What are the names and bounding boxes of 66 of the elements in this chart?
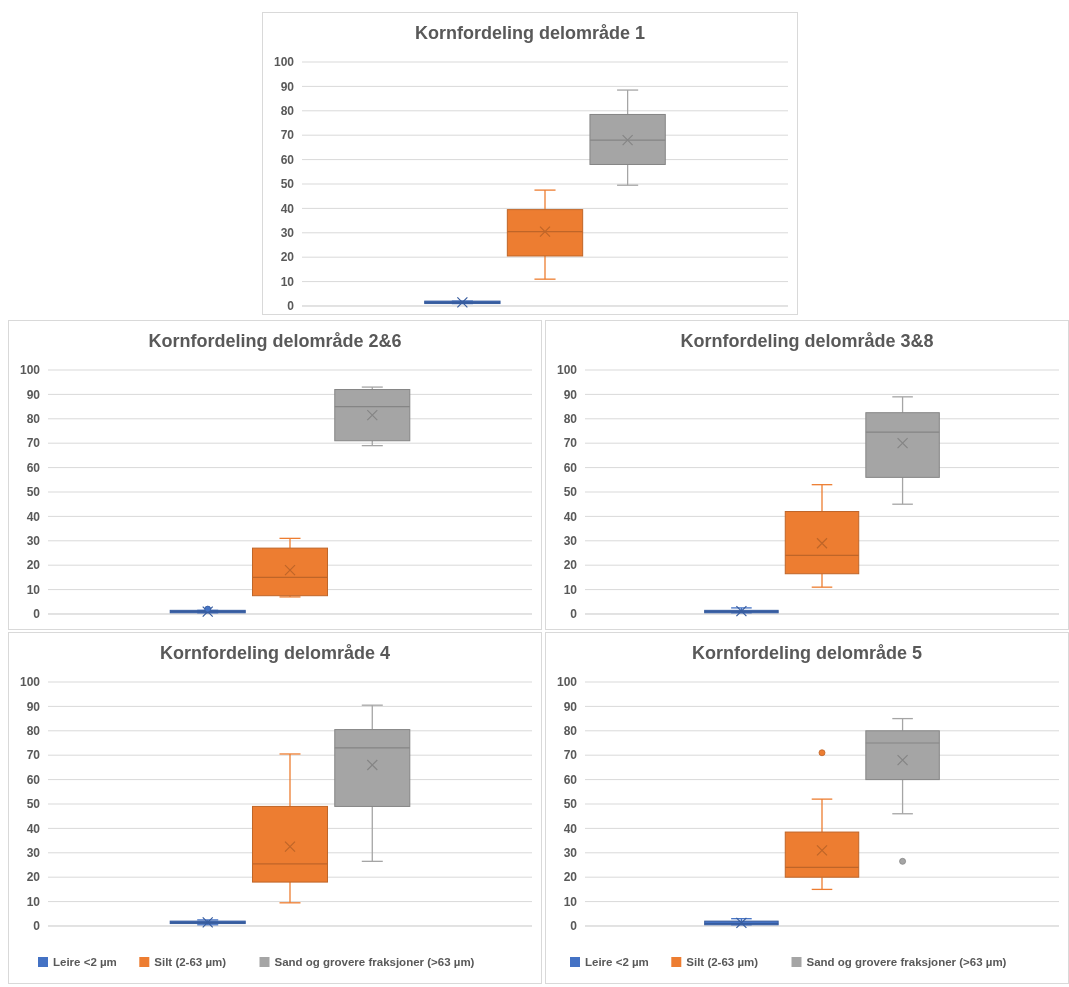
y-tick-label: 40 <box>26 821 41 836</box>
y-tick-label: 40 <box>563 821 578 836</box>
y-tick-label: 0 <box>570 607 578 622</box>
y-tick-label: 50 <box>563 485 578 500</box>
y-tick-label: 60 <box>26 460 41 475</box>
y-tick-label: 40 <box>26 509 41 524</box>
y-tick-label: 80 <box>563 412 578 426</box>
y-tick-label: 10 <box>563 582 578 597</box>
y-tick-label: 10 <box>26 582 41 597</box>
y-tick-label: 70 <box>26 748 41 763</box>
legend-label: Silt (2-63 µm) <box>686 956 759 969</box>
y-tick-label: 70 <box>563 748 578 763</box>
legend-label: Sand og grovere fraksjoner (>63 µm) <box>806 956 1007 969</box>
y-tick-label: 50 <box>26 485 41 500</box>
chart-title: Kornfordeling delområde 5 <box>691 643 923 663</box>
y-tick-label: 90 <box>26 699 41 714</box>
y-tick-label: 90 <box>563 387 578 402</box>
y-tick-label: 100 <box>556 675 578 690</box>
y-tick-label: 70 <box>26 436 41 451</box>
y-tick-label: 70 <box>280 128 295 143</box>
y-tick-label: 20 <box>563 558 578 573</box>
y-tick-label: 20 <box>280 250 295 265</box>
chart-title: Kornfordeling delområde 1 <box>414 23 646 43</box>
y-tick-label: 100 <box>556 363 578 378</box>
y-tick-label: 80 <box>563 724 578 738</box>
y-tick-label: 100 <box>19 675 41 690</box>
legend-label: Leire <2 µm <box>585 956 649 969</box>
y-tick-label: 80 <box>26 412 41 426</box>
chart-title: Kornfordeling delområde 2&6 <box>148 331 402 351</box>
chart-title: Kornfordeling delområde 4 <box>159 643 391 663</box>
y-tick-label: 40 <box>563 509 578 524</box>
y-tick-label: 30 <box>280 226 295 240</box>
legend-label: Sand og grovere fraksjoner (>63 µm) <box>274 956 475 969</box>
y-tick-label: 60 <box>563 460 578 475</box>
y-tick-label: 90 <box>26 387 41 402</box>
y-tick-label: 20 <box>26 558 41 573</box>
y-tick-label: 10 <box>563 894 578 909</box>
y-tick-label: 0 <box>570 919 578 934</box>
y-tick-label: 90 <box>563 699 578 714</box>
legend-label: Silt (2-63 µm) <box>154 956 227 969</box>
y-tick-label: 0 <box>287 299 295 314</box>
y-tick-label: 100 <box>19 363 41 378</box>
y-tick-label: 10 <box>26 894 41 909</box>
y-tick-label: 100 <box>273 55 295 70</box>
y-tick-label: 70 <box>563 436 578 451</box>
y-tick-label: 20 <box>26 870 41 885</box>
y-tick-label: 80 <box>26 724 41 738</box>
y-tick-label: 80 <box>280 104 295 118</box>
y-tick-label: 20 <box>563 870 578 885</box>
y-tick-label: 60 <box>26 772 41 787</box>
y-tick-label: 0 <box>33 919 41 934</box>
y-tick-label: 60 <box>563 772 578 787</box>
y-tick-label: 60 <box>280 152 295 167</box>
y-tick-label: 90 <box>280 79 295 94</box>
y-tick-label: 50 <box>563 797 578 812</box>
y-tick-label: 0 <box>33 607 41 622</box>
y-tick-label: 10 <box>280 274 295 289</box>
chart-title: Kornfordeling delområde 3&8 <box>680 331 934 351</box>
y-tick-label: 30 <box>563 534 578 548</box>
y-tick-label: 30 <box>26 534 41 548</box>
y-tick-label: 30 <box>563 846 578 860</box>
y-tick-label: 50 <box>26 797 41 812</box>
y-tick-label: 50 <box>280 177 295 192</box>
y-tick-label: 40 <box>280 201 295 216</box>
legend-label: Leire <2 µm <box>53 956 117 969</box>
y-tick-label: 30 <box>26 846 41 860</box>
